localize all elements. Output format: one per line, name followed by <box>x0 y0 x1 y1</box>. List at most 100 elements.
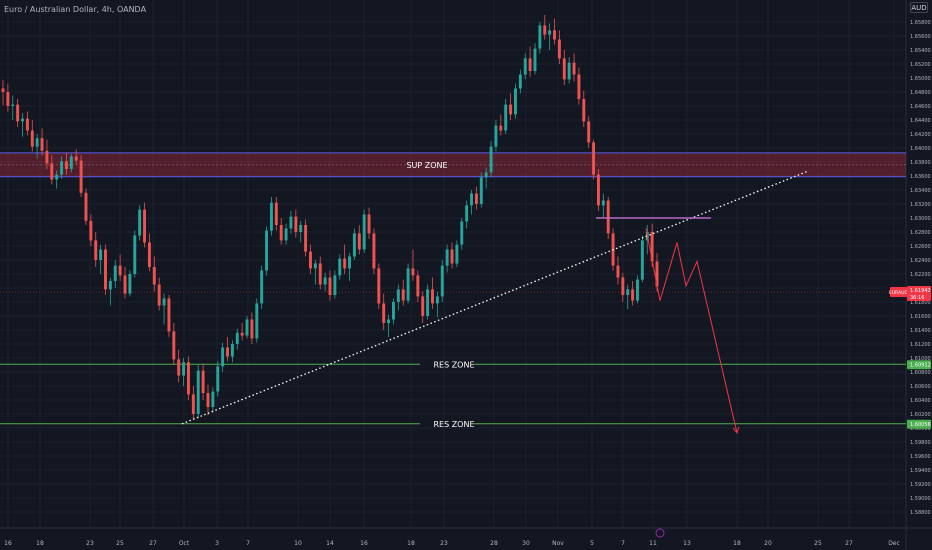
candle-body <box>186 362 190 395</box>
candle-body <box>250 319 254 339</box>
currency-button[interactable]: AUD <box>910 2 928 13</box>
y-tick-label: 1.65800 <box>910 20 931 26</box>
candle-body <box>108 281 112 290</box>
candle-body <box>636 279 639 301</box>
x-tick-label: 10 <box>294 540 302 547</box>
candle-body <box>1 88 5 92</box>
x-tick-label: 3 <box>215 540 219 547</box>
current-price-value: 1.61942 <box>910 288 931 294</box>
candle-body <box>450 249 454 264</box>
candle-body <box>523 58 527 75</box>
candle-body <box>201 370 205 393</box>
candle-body <box>650 232 654 262</box>
candle-body <box>167 298 171 332</box>
candle-body <box>60 161 64 175</box>
candle-body <box>357 233 361 250</box>
y-tick-label: 1.62400 <box>910 258 931 264</box>
candle-body <box>421 296 425 316</box>
candle-body <box>79 160 83 193</box>
candle-body <box>504 104 508 131</box>
candle-body <box>587 121 591 143</box>
candle-body <box>367 214 371 234</box>
candle-body <box>328 277 332 295</box>
candle-body <box>626 289 630 295</box>
candle-body <box>162 298 166 306</box>
y-tick-label: 1.62600 <box>910 244 931 250</box>
candle-body <box>211 391 215 407</box>
x-tick-label: 7 <box>246 540 250 547</box>
candle-body <box>577 74 581 99</box>
candle-body <box>435 296 439 304</box>
candle-body <box>352 233 356 257</box>
candle-body <box>343 258 347 269</box>
x-tick-label: 16 <box>360 540 368 547</box>
x-tick-label: 14 <box>326 540 334 547</box>
candle-body <box>616 265 620 278</box>
y-tick-label: 1.65200 <box>910 62 931 68</box>
candle-body <box>69 156 73 169</box>
candle-body <box>562 58 566 80</box>
candle-body <box>318 263 322 285</box>
y-tick-label: 1.60600 <box>910 384 931 390</box>
y-tick-label: 1.62200 <box>910 272 931 278</box>
symbol-tag <box>890 287 907 298</box>
candle-body <box>84 192 88 221</box>
candle-body <box>592 142 596 175</box>
x-tick-label: 18 <box>36 540 44 547</box>
candle-body <box>172 331 176 360</box>
candle-body <box>45 150 49 164</box>
candle-body <box>74 156 78 161</box>
candle-body <box>333 275 337 295</box>
x-tick-label: Oct <box>179 540 190 547</box>
candle-body <box>206 393 210 407</box>
candle-body <box>196 370 200 414</box>
candle-body <box>362 214 366 250</box>
x-tick-label: 18 <box>733 540 741 547</box>
candle-body <box>230 344 234 357</box>
x-tick-label: 28 <box>490 540 498 547</box>
candle-body <box>104 249 107 290</box>
candle-body <box>470 193 474 206</box>
level-price-tag-label: 1.60912 <box>910 362 931 368</box>
y-tick-label: 1.64600 <box>910 104 931 110</box>
candle-body <box>553 30 556 40</box>
y-tick-label: 1.59000 <box>910 496 931 502</box>
candle-body <box>543 25 547 35</box>
y-tick-label: 1.60000 <box>910 426 931 432</box>
candle-body <box>416 275 420 297</box>
y-tick-label: 1.59600 <box>910 454 931 460</box>
candle-body <box>528 58 532 71</box>
x-tick-label: 23 <box>440 540 448 547</box>
candle-body <box>177 359 181 376</box>
candle-body <box>465 205 469 222</box>
candle-body <box>382 303 386 323</box>
candle-body <box>289 216 293 229</box>
candle-body <box>284 228 288 241</box>
candle-body <box>216 366 220 392</box>
x-tick-label: 18 <box>407 540 415 547</box>
candle-body <box>294 216 298 232</box>
candle-body <box>406 268 410 301</box>
y-tick-label: 1.65000 <box>910 76 931 82</box>
projection-path <box>645 228 738 434</box>
candle-body <box>572 62 576 75</box>
candle-body <box>6 92 10 106</box>
y-tick-label: 1.63000 <box>910 216 931 222</box>
y-tick-label: 1.63400 <box>910 188 931 194</box>
candle-body <box>113 265 117 281</box>
candle-body <box>426 289 430 316</box>
candle-body <box>631 289 635 301</box>
candle-body <box>40 138 44 151</box>
candle-body <box>548 30 552 35</box>
candle-body <box>274 202 278 225</box>
sup-zone-fill <box>0 152 906 177</box>
candle-body <box>391 302 395 320</box>
x-tick-label: 5 <box>590 540 594 547</box>
candle-body <box>138 209 142 236</box>
candle-body <box>538 25 542 49</box>
x-tick-label: 11 <box>649 540 657 547</box>
candle-body <box>323 277 327 285</box>
x-tick-label: 7 <box>621 540 625 547</box>
candle-body <box>260 270 264 304</box>
